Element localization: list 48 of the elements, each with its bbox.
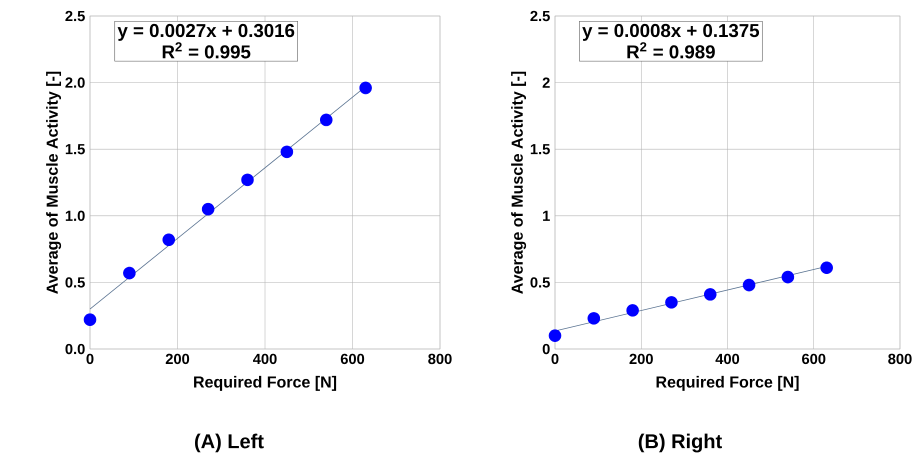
annotation: y = 0.0027x + 0.3016 (118, 24, 294, 41)
y-tick-label: 2.0 (65, 77, 85, 88)
y-tick-label: 2.5 (65, 10, 85, 22)
x-tick-label: 600 (340, 354, 364, 364)
x-axis-title: Required Force [N] (194, 376, 336, 391)
point (626, 304, 639, 317)
point (359, 82, 372, 94)
x-tick-label: 600 (802, 354, 826, 364)
y-tick-label: 0.5 (65, 277, 85, 288)
y-tick-label: 2 (542, 77, 550, 88)
x-tick-label: 400 (715, 354, 740, 364)
point (588, 312, 600, 325)
y-tick-label: 0.0 (65, 344, 85, 354)
x-tick-label: 0 (552, 354, 558, 364)
y-axis-title: Average of Muscle Activity [-] (46, 72, 62, 294)
y-tick-label: 0 (542, 344, 550, 354)
y-tick-label: 1.0 (66, 210, 85, 221)
point (84, 313, 96, 326)
annotation: R$^{2}$ = 0.995 (162, 42, 250, 58)
point (320, 114, 333, 126)
point (202, 202, 214, 216)
point (548, 329, 562, 342)
point (742, 278, 756, 292)
x-tick-label: 200 (166, 354, 190, 364)
point (782, 270, 794, 284)
point (820, 261, 833, 274)
y-tick-label: 1 (543, 210, 550, 221)
y-tick-label: 2.5 (530, 10, 550, 22)
point (241, 174, 254, 186)
point (704, 288, 717, 301)
x-axis-title: Required Force [N] (656, 376, 799, 391)
point (665, 296, 678, 309)
x-tick-label: 800 (428, 354, 452, 364)
point (123, 266, 136, 280)
y-axis-title: Average of Muscle Activity [-] (511, 72, 526, 294)
point (162, 234, 176, 246)
y-tick-label: 1.5 (530, 144, 550, 154)
text: (B) Right (638, 434, 722, 452)
text: (A) Left (195, 434, 264, 452)
annotation: R$^{2}$ = 0.989 (627, 42, 715, 58)
x-tick-label: 400 (253, 354, 277, 364)
x-tick-label: 800 (888, 354, 912, 364)
point (280, 146, 294, 158)
y-tick-label: 1.5 (66, 144, 85, 154)
x-tick-label: 200 (630, 354, 653, 364)
x-tick-label: 0 (86, 354, 94, 364)
annotation: y = 0.0008x + 0.1375 (582, 24, 760, 41)
y-tick-label: 0.5 (530, 277, 550, 288)
